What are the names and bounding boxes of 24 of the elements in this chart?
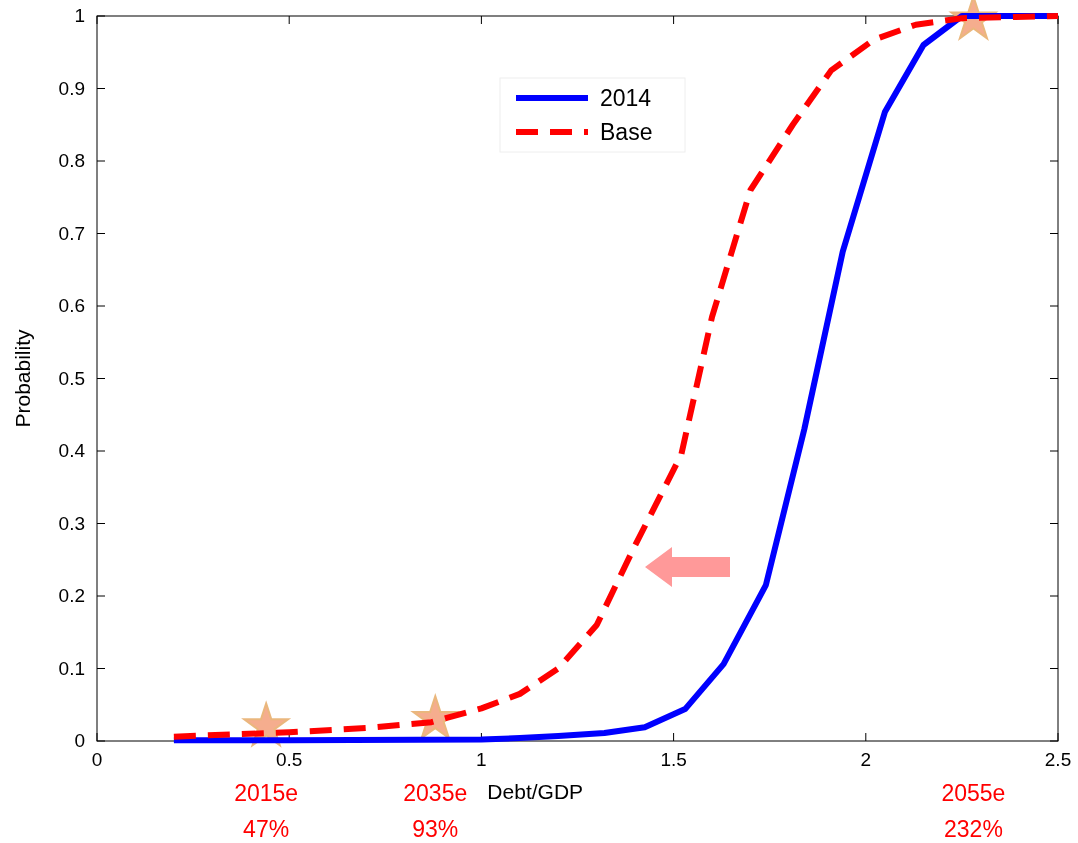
y-tick-label: 0.3 (58, 512, 85, 534)
y-tick-label: 0.2 (58, 585, 85, 606)
x-tick-label: 0 (91, 749, 103, 770)
y-tick-label: 0 (74, 730, 85, 751)
y-tick-label: 0.4 (58, 440, 86, 461)
y-tick-label: 0.6 (58, 295, 85, 316)
legend-label: 2014 (600, 85, 652, 111)
y-tick-label: 0.1 (58, 657, 85, 679)
x-axis-title: Debt/GDP (487, 780, 584, 803)
legend-label: Base (600, 119, 653, 145)
y-tick-label: 0.8 (58, 150, 85, 171)
x-tick-label: 1.5 (660, 749, 687, 770)
y-tick-label: 0.5 (58, 367, 85, 389)
x-tick-label: 0.5 (275, 749, 303, 770)
x-tick-label: 2 (860, 749, 872, 770)
x-tick-label: 1 (476, 749, 487, 770)
text: 2035e 93% (403, 780, 468, 842)
text: 2015e 47% (234, 780, 299, 842)
y-axis-title: Probability (11, 328, 34, 428)
y-tick-label: 0.9 (58, 77, 85, 99)
y-tick-label: 1 (74, 5, 85, 26)
text: 2055e 232% (941, 780, 1006, 842)
x-tick-label: 2.5 (1044, 749, 1072, 770)
y-tick-label: 0.7 (58, 222, 85, 244)
